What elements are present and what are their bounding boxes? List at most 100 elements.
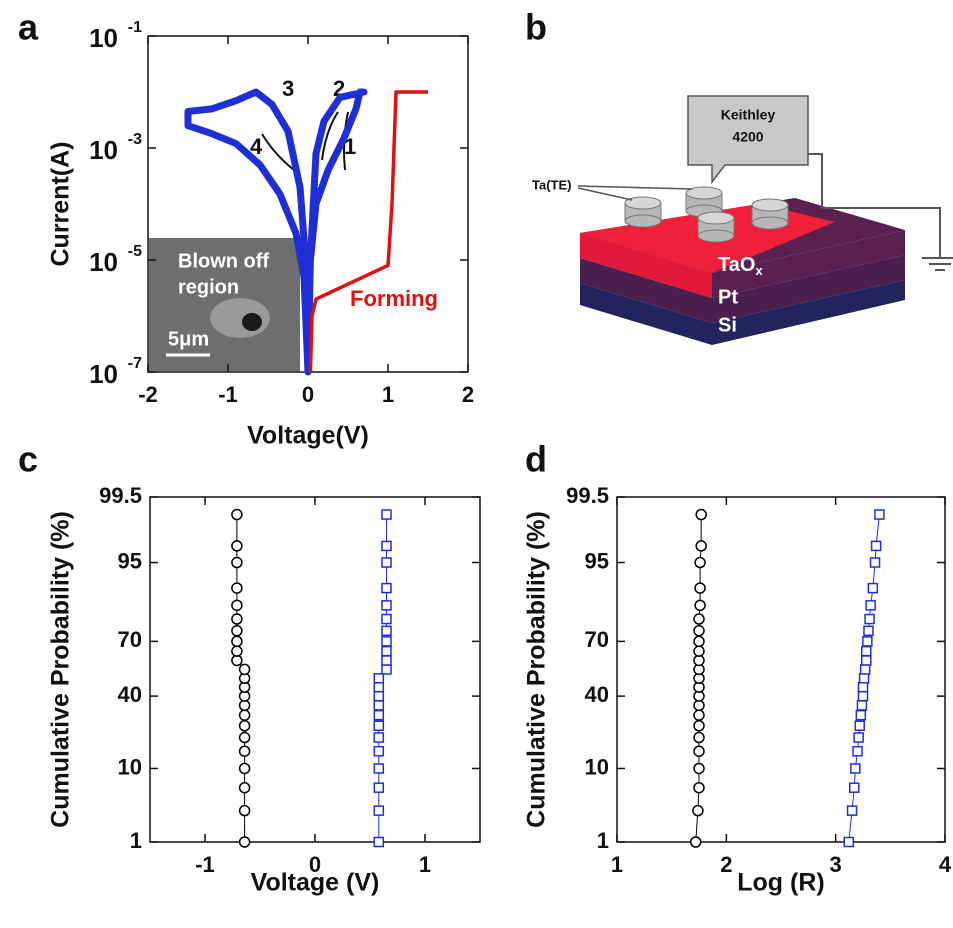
point bbox=[381, 582, 392, 594]
point bbox=[693, 781, 705, 794]
y-tick-label: 99.5 bbox=[99, 483, 142, 508]
point bbox=[864, 613, 875, 625]
point bbox=[381, 600, 392, 611]
point bbox=[238, 804, 251, 817]
series-line bbox=[184, 88, 368, 376]
point bbox=[231, 540, 243, 552]
arrow bbox=[261, 133, 295, 171]
y-tick-label-base: 10 bbox=[89, 359, 118, 389]
point bbox=[858, 673, 870, 684]
point bbox=[231, 599, 243, 612]
x-axis-label: Log (R) bbox=[737, 869, 824, 897]
x-tick-label: 0 bbox=[309, 852, 321, 877]
point bbox=[381, 655, 392, 666]
y-tick-label: 10 -3 bbox=[89, 131, 142, 165]
point bbox=[373, 709, 385, 721]
point bbox=[231, 582, 243, 594]
panel-label: c bbox=[18, 439, 38, 480]
point bbox=[693, 762, 705, 775]
y-tick-label-base: 10 bbox=[89, 23, 118, 53]
point bbox=[695, 540, 707, 552]
x-tick-label: 2 bbox=[720, 852, 732, 877]
point bbox=[381, 557, 392, 568]
y-axis-label: Cumulative Probability (%) bbox=[47, 511, 75, 828]
plot-frame bbox=[149, 496, 481, 843]
x-tick-label: 2 bbox=[462, 382, 474, 407]
point bbox=[238, 731, 251, 744]
point bbox=[852, 745, 863, 757]
point bbox=[373, 805, 385, 816]
electrode bbox=[685, 186, 723, 200]
x-tick-label: -1 bbox=[218, 382, 238, 407]
point bbox=[862, 636, 873, 647]
point bbox=[238, 781, 251, 794]
point bbox=[381, 509, 392, 520]
x-tick-label: -1 bbox=[195, 852, 215, 877]
point bbox=[373, 673, 385, 684]
annotation: 3 bbox=[282, 76, 294, 101]
point bbox=[693, 709, 705, 721]
point bbox=[231, 635, 243, 648]
point bbox=[865, 600, 876, 611]
inset-hole bbox=[242, 313, 262, 331]
point bbox=[373, 836, 385, 848]
point bbox=[238, 719, 251, 732]
point bbox=[869, 557, 881, 568]
arrow bbox=[577, 185, 693, 190]
layer-label: Si bbox=[718, 314, 737, 336]
y-tick-label: 10 bbox=[118, 754, 142, 779]
point bbox=[693, 645, 705, 657]
electrode bbox=[624, 196, 662, 210]
instrument-label: Keithley bbox=[721, 107, 776, 123]
layer-label: Pt bbox=[718, 286, 738, 308]
y-tick-label: 99.5 bbox=[566, 483, 609, 508]
y-tick-label: 1 bbox=[597, 828, 609, 853]
x-tick-label: 3 bbox=[830, 852, 842, 877]
y-tick-label: 1 bbox=[130, 828, 142, 853]
y-tick-label-exponent: -3 bbox=[128, 131, 142, 148]
layer-label: TaOx bbox=[718, 254, 763, 278]
ground bbox=[922, 257, 953, 271]
y-tick-label-base: 10 bbox=[89, 247, 118, 277]
inset-text: Blown off bbox=[178, 250, 269, 272]
point bbox=[859, 664, 871, 675]
inset-feature bbox=[210, 298, 270, 338]
point bbox=[381, 540, 392, 552]
y-tick-label-exponent: -1 bbox=[128, 19, 142, 36]
layer-label: TaO bbox=[718, 254, 755, 276]
y-tick-label-exponent: -5 bbox=[128, 243, 142, 260]
point bbox=[381, 664, 392, 675]
y-tick-label: 70 bbox=[118, 627, 142, 652]
label-arrows bbox=[577, 185, 693, 201]
point bbox=[857, 681, 869, 693]
point bbox=[238, 699, 251, 712]
plot-frame bbox=[616, 496, 946, 843]
x-axis-label: Voltage (V) bbox=[251, 869, 380, 897]
point bbox=[846, 805, 858, 816]
point bbox=[863, 625, 874, 637]
point bbox=[843, 836, 855, 848]
electrode bbox=[624, 214, 662, 228]
point bbox=[238, 709, 251, 721]
x-tick-label: 0 bbox=[302, 382, 314, 407]
point bbox=[693, 731, 705, 744]
point bbox=[693, 699, 705, 712]
point bbox=[373, 782, 385, 793]
electrode bbox=[751, 198, 789, 212]
y-tick-label: 10 -5 bbox=[89, 243, 142, 277]
annotation: Forming bbox=[350, 286, 438, 311]
electrode bbox=[751, 216, 789, 230]
y-tick-label: 10 -1 bbox=[89, 19, 142, 53]
point bbox=[693, 625, 705, 637]
point bbox=[694, 582, 706, 594]
point bbox=[231, 508, 243, 521]
electrode-label: Ta(TE) bbox=[532, 177, 571, 192]
electrode bbox=[697, 229, 735, 243]
point bbox=[693, 745, 705, 757]
point bbox=[373, 732, 385, 743]
point bbox=[238, 663, 251, 676]
layer-label-sub: x bbox=[755, 263, 763, 278]
point bbox=[231, 654, 243, 667]
si-layer bbox=[580, 280, 905, 345]
